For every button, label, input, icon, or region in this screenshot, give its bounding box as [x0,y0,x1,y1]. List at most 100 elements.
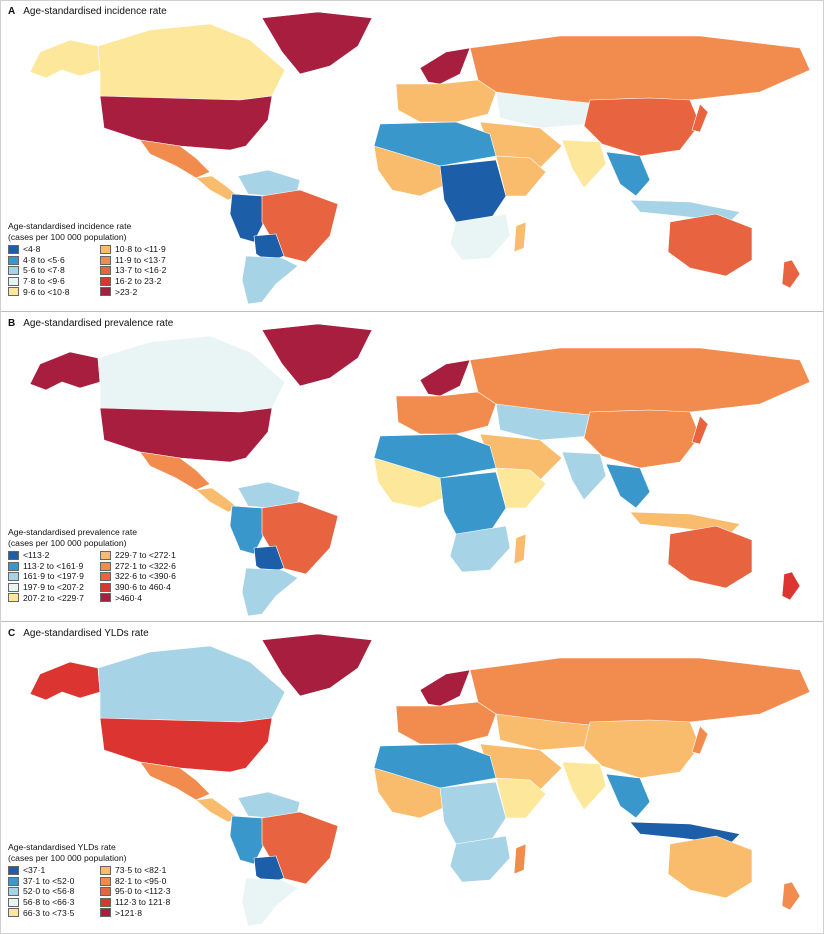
region-japan [691,415,709,445]
legend-label: 9·6 to <10·8 [23,286,70,297]
region-madagascar [513,533,527,565]
legend-label: 5·6 to <7·8 [23,265,65,276]
legend-label: 113·2 to <161·9 [23,560,84,571]
legend-swatch [100,561,111,571]
panel-a: A Age-standardised incidence rate Age-sta… [0,0,824,311]
panel-c: C Age-standardised YLDs rate Age-standard… [0,622,824,934]
region-mexico [139,761,211,801]
legend-swatch [100,582,111,592]
legend-subtitle: (cases per 100 000 population) [8,537,127,548]
region-china [583,719,701,779]
legend-subtitle: (cases per 100 000 population) [8,231,127,242]
legend-item: <4·8 [8,244,96,255]
legend-grid: <37·1 73·5 to <82·1 37·1 to <52·0 82·1 to <… [8,865,200,918]
legend-label: 13·7 to <16·2 [115,265,167,276]
region-southern-africa [449,835,511,883]
legend-label: 229·7 to <272·1 [115,550,176,561]
region-madagascar [513,843,527,875]
legend-swatch [100,865,111,875]
region-europe [395,79,497,123]
region-southern-cone [241,877,299,927]
region-greenland [261,323,373,387]
region-scandinavia [419,47,471,85]
region-alaska [29,351,101,391]
legend-item: 207·2 to <229·7 [8,593,96,604]
legend-swatch [100,255,111,265]
legend-item: 322·6 to <390·6 [100,571,200,582]
legend-label: 82·1 to <95·0 [115,875,167,886]
legend-item: 229·7 to <272·1 [100,550,200,561]
legend-label: 322·6 to <390·6 [115,571,176,582]
world-map [29,11,811,305]
legend-item: <37·1 [8,865,96,876]
panel-letter: A [8,6,16,17]
legend-swatch [100,887,111,897]
legend-swatch [8,865,19,875]
legend-item: >121·8 [100,908,200,919]
region-usa [99,95,273,151]
legend-label: 37·1 to <52·0 [23,875,75,886]
panel-title: C Age-standardised YLDs rate [8,628,149,639]
region-scandinavia [419,669,471,707]
legend-label: 7·8 to <9·6 [23,275,65,286]
map-legend: Age-standardised YLDs rate (cases per 10… [8,842,200,918]
legend-label: >121·8 [115,907,142,918]
panel-title-text: Age-standardised incidence rate [23,6,167,17]
legend-swatch [8,561,19,571]
region-australia [667,213,753,277]
map-legend: Age-standardised prevalence rate (cases … [8,527,200,603]
legend-label: 16·2 to 23·2 [115,275,162,286]
region-colombia-peru [229,193,265,243]
legend-title: Age-standardised incidence rate [8,221,132,231]
legend-item: 161·9 to <197·9 [8,571,96,582]
region-australia [667,835,753,899]
world-map [29,323,811,617]
legend-swatch [100,908,111,918]
region-china [583,409,701,469]
legend-swatch [8,593,19,603]
region-madagascar [513,221,527,253]
legend-swatch [8,255,19,265]
legend-item: 37·1 to <52·0 [8,876,96,887]
legend-label: 390·6 to 460·4 [115,581,171,592]
legend-swatch [8,550,19,560]
legend-item: 52·0 to <56·8 [8,886,96,897]
region-southern-africa [449,213,511,261]
legend-label: 197·9 to <207·2 [23,581,84,592]
legend-swatch [100,593,111,603]
region-new-zealand [781,571,801,601]
legend-swatch [100,897,111,907]
legend-swatch [8,266,19,276]
region-southern-cone [241,255,299,305]
legend-item: 112·3 to 121·8 [100,897,200,908]
panel-title-text: Age-standardised prevalence rate [23,318,174,329]
panel-divider [0,621,824,622]
legend-item: 7·8 to <9·6 [8,276,96,287]
legend-item: 390·6 to 460·4 [100,582,200,593]
legend-item: 82·1 to <95·0 [100,876,200,887]
region-southern-africa [449,525,511,573]
legend-item: 13·7 to <16·2 [100,265,200,276]
legend-swatch [8,887,19,897]
region-southern-cone [241,567,299,617]
legend-label: 10·8 to <11·9 [115,244,166,255]
region-greenland [261,633,373,697]
region-india [561,451,607,501]
region-southeast-asia [605,463,651,509]
legend-subtitle: (cases per 100 000 population) [8,852,127,863]
legend-swatch [100,276,111,286]
panel-title: A Age-standardised incidence rate [8,6,167,17]
region-alaska [29,661,101,701]
region-southeast-asia [605,151,651,197]
legend-item: 73·5 to <82·1 [100,865,200,876]
region-japan [691,725,709,755]
legend-item: 10·8 to <11·9 [100,244,200,255]
legend-swatch [8,582,19,592]
legend-label: <4·8 [23,244,41,255]
legend-label: 73·5 to <82·1 [115,865,167,876]
panel-letter: C [8,628,16,639]
legend-label: <37·1 [23,865,46,876]
legend-title: Age-standardised prevalence rate [8,527,137,537]
legend-swatch [8,287,19,297]
legend-item: 113·2 to <161·9 [8,561,96,572]
